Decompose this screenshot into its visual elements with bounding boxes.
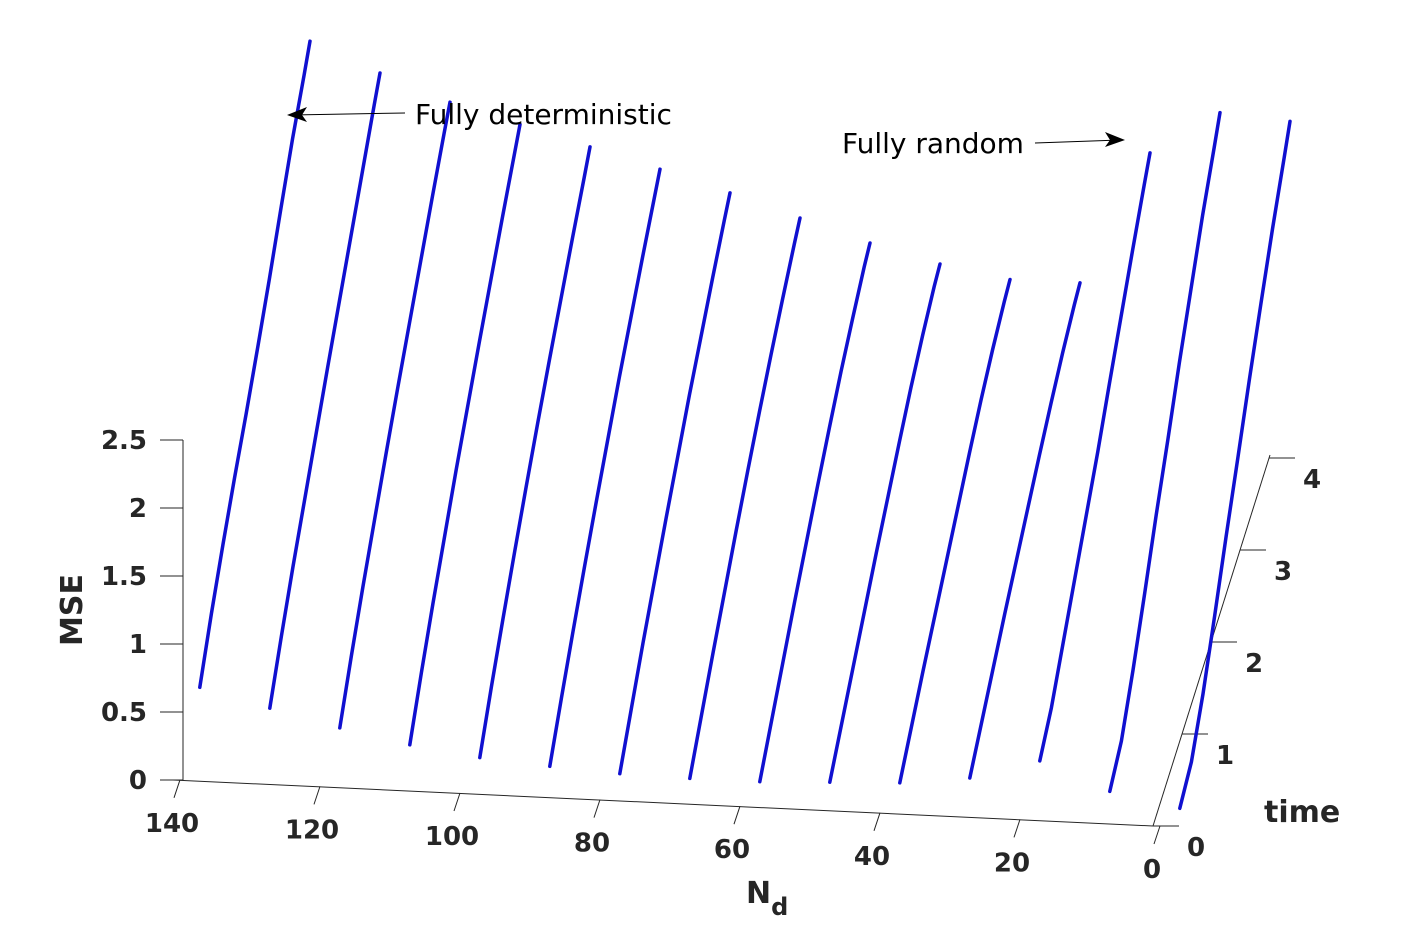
x-tick-label-140: 140 — [145, 809, 199, 839]
z-tick-label-1: 1 — [129, 630, 147, 660]
x-tick-label-40: 40 — [854, 842, 890, 872]
x-axis-line — [172, 779, 1154, 827]
series-line-nd-128 — [268, 71, 382, 710]
x-tick-100 — [453, 792, 461, 812]
annotation-fully-random: Fully random — [842, 127, 1024, 160]
x-tick-40 — [873, 812, 881, 831]
annotation-fully-deterministic-arrow-line — [291, 112, 406, 116]
series-layer — [198, 39, 1292, 811]
x-tick-140 — [173, 779, 181, 798]
x-tick-label-80: 80 — [574, 829, 610, 859]
z-tick-label-0.5: 0.5 — [101, 698, 147, 728]
series-line-nd-98 — [478, 145, 592, 760]
x-axis-title-subscript: d — [771, 893, 788, 921]
series-line-nd-8 — [1108, 110, 1222, 794]
y-tick-label-0: 0 — [1187, 833, 1205, 863]
series-line-nd-138 — [198, 39, 312, 690]
annotation-fully-deterministic-arrowhead — [287, 107, 307, 122]
y-ticks: 0 1 2 3 4 — [1153, 457, 1321, 863]
axis-titles: Nd time MSE — [55, 574, 1340, 921]
x-ticks: 0 20 40 60 80 100 120 140 — [145, 779, 1161, 885]
z-ticks: 0 0.5 1 1.5 2 2.5 — [101, 426, 183, 796]
series-line-nd-28 — [968, 281, 1082, 780]
z-tick-label-1.5: 1.5 — [101, 562, 147, 592]
y-tick-label-2: 2 — [1245, 649, 1263, 679]
x-axis-title-main: N — [746, 876, 771, 911]
series-line-nd-68 — [688, 216, 802, 781]
annotation-fully-deterministic: Fully deterministic — [415, 98, 672, 131]
series-line-nd-18 — [1038, 151, 1152, 763]
x-axis-title: Nd — [746, 876, 788, 921]
y-tick-label-3: 3 — [1274, 557, 1292, 587]
series-line-nd--2 — [1178, 119, 1292, 811]
x-tick-label-100: 100 — [425, 822, 479, 852]
z-tick-label-2: 2 — [129, 494, 147, 524]
x-tick-label-120: 120 — [285, 815, 339, 845]
x-tick-80 — [593, 799, 601, 818]
series-line-nd-58 — [758, 241, 872, 784]
x-tick-20 — [1013, 819, 1021, 838]
series-line-nd-88 — [548, 167, 662, 769]
y-tick-label-4: 4 — [1303, 465, 1321, 495]
x-tick-label-60: 60 — [714, 835, 750, 865]
z-tick-label-2.5: 2.5 — [101, 426, 147, 456]
annotation-fully-random-arrowhead — [1105, 132, 1125, 147]
y-tick-label-1: 1 — [1216, 741, 1234, 771]
y-axis-title: time — [1264, 795, 1340, 830]
x-tick-60 — [733, 806, 741, 825]
x-tick-120 — [313, 786, 321, 805]
z-tick-label-0: 0 — [129, 766, 147, 796]
series-line-nd-48 — [828, 262, 942, 784]
series-line-nd-108 — [408, 122, 522, 747]
annotation-fully-random-arrow-line — [1034, 139, 1121, 144]
series-line-nd-118 — [338, 100, 452, 730]
x-tick-0 — [1153, 825, 1161, 845]
series-line-nd-38 — [898, 277, 1012, 785]
x-tick-label-20: 20 — [994, 848, 1030, 878]
x-tick-label-0: 0 — [1143, 855, 1161, 885]
annotations: Fully deterministic Fully random — [287, 98, 1125, 160]
series-line-nd-78 — [618, 191, 732, 776]
axes-layer: 0 20 40 60 80 100 120 140 0 1 2 3 4 0 0.5 1 1.5 2 2.5 — [101, 426, 1321, 885]
z-axis-title: MSE — [55, 574, 90, 646]
